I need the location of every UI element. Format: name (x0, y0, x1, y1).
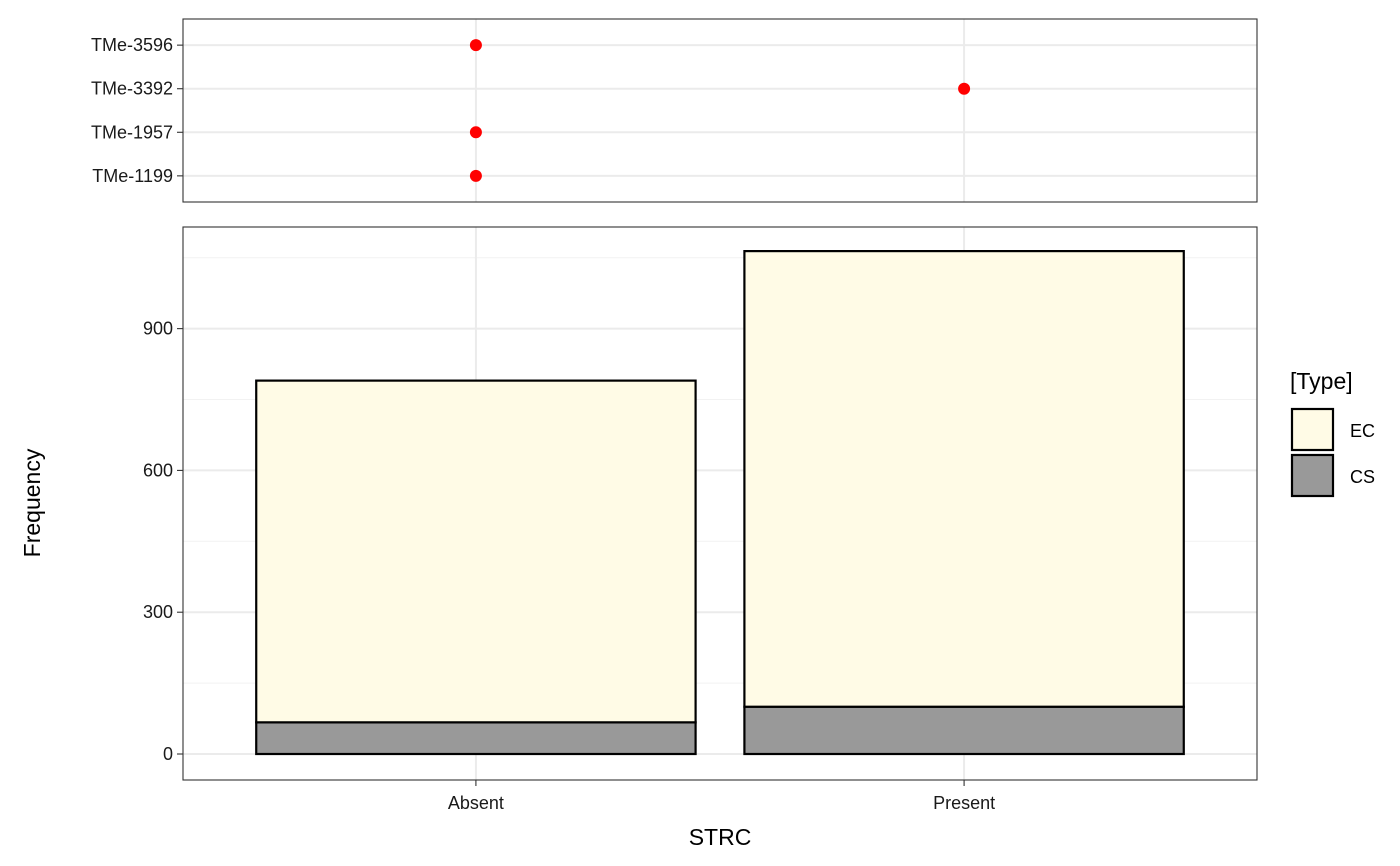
legend-swatch-cs (1290, 453, 1335, 498)
bar-series (255, 250, 1185, 756)
bar-chart-panel: 0 300 600 900 Absent Present (143, 226, 1258, 813)
bar-cs-absent (255, 721, 697, 756)
bar-panel-y-axis: 0 300 600 900 (143, 319, 183, 764)
legend-swatch-ec (1290, 407, 1335, 452)
y-axis-title: Frequency (19, 448, 45, 557)
bar-y-tick-label: 0 (163, 744, 173, 764)
bar-panel-border (182, 226, 1258, 781)
bar-x-tick-label: Present (933, 793, 995, 813)
point-tme-1199 (469, 169, 482, 182)
top-y-tick-label: TMe-3392 (91, 79, 173, 99)
top-y-tick-label: TMe-1957 (91, 122, 173, 142)
top-panel-border (182, 18, 1258, 203)
top-scatter-panel: TMe-1199 TMe-1957 TMe-3392 TMe-3596 (91, 18, 1258, 203)
legend-label-ec: EC (1350, 421, 1375, 441)
legend-title: [Type] (1290, 368, 1353, 394)
point-tme-1957 (469, 126, 482, 139)
top-panel-y-axis: TMe-1199 TMe-1957 TMe-3392 TMe-3596 (91, 35, 183, 186)
bar-x-tick-label: Absent (448, 793, 504, 813)
top-panel-grid (183, 19, 1257, 202)
bar-y-tick-label: 900 (143, 319, 173, 339)
bar-y-tick-label: 300 (143, 602, 173, 622)
legend: [Type] EC CS (1290, 368, 1375, 498)
point-tme-3596 (469, 39, 482, 52)
bar-ec-present (743, 250, 1185, 708)
top-y-tick-label: TMe-3596 (91, 35, 173, 55)
bar-panel-x-axis: Absent Present (448, 780, 995, 813)
legend-items: EC CS (1290, 407, 1375, 498)
legend-label-cs: CS (1350, 467, 1375, 487)
top-panel-points (469, 39, 971, 182)
top-y-tick-label: TMe-1199 (92, 166, 173, 186)
x-axis-title: STRC (689, 824, 752, 850)
bar-cs-present (743, 705, 1185, 756)
bar-ec-absent (255, 379, 697, 724)
point-tme-3392 (958, 82, 971, 95)
top-panel-background (183, 19, 1257, 202)
bar-y-tick-label: 600 (143, 460, 173, 480)
